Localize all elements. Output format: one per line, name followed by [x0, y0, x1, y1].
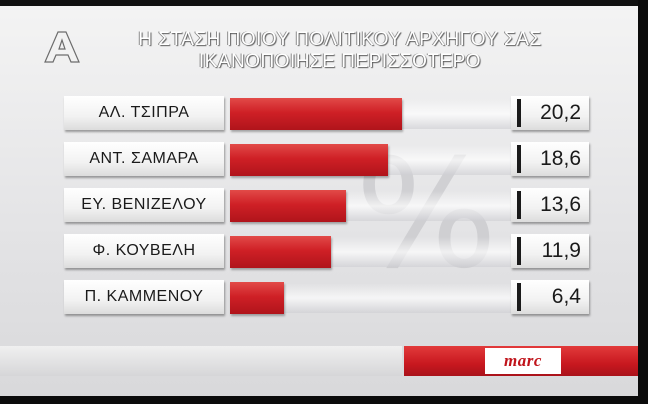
- bar-row: ΕΥ. ΒΕΝΙΖΕΛΟΥ 13,6: [64, 188, 596, 228]
- category-label: ΑΛ. ΤΣΙΠΡΑ: [64, 96, 224, 130]
- value-label: 20,2: [511, 96, 589, 130]
- marc-brand-logo: marc: [485, 348, 561, 374]
- bar-row: Φ. ΚΟΥΒΕΛΗ 11,9: [64, 234, 596, 274]
- bar-row: ΑΝΤ. ΣΑΜΑΡΑ 18,6: [64, 142, 596, 182]
- bar: [230, 236, 331, 268]
- category-label: Φ. ΚΟΥΒΕΛΗ: [64, 234, 224, 268]
- bar: [230, 144, 388, 176]
- bar-row: ΑΛ. ΤΣΙΠΡΑ 20,2: [64, 96, 596, 136]
- bar: [230, 282, 284, 314]
- footer-strip: [0, 346, 402, 376]
- value-label: 11,9: [511, 234, 589, 268]
- value-label: 6,4: [511, 280, 589, 314]
- bar: [230, 98, 402, 130]
- category-label: Π. ΚΑΜΜΕΝΟΥ: [64, 280, 224, 314]
- category-label: ΑΝΤ. ΣΑΜΑΡΑ: [64, 142, 224, 176]
- bar-row: Π. ΚΑΜΜΕΝΟΥ 6,4: [64, 280, 596, 320]
- chart-title-line-1: Η ΣΤΑΣΗ ΠΟΙΟΥ ΠΟΛΙΤΙΚΟΥ ΑΡΧΗΓΟΥ ΣΑΣ: [138, 29, 542, 50]
- chart-title-line-2: ΙΚΑΝΟΠΟΙΗΣΕ ΠΕΡΙΣΣΟΤΕΡΟ: [198, 51, 482, 72]
- bar: [230, 190, 346, 222]
- value-label: 18,6: [511, 142, 589, 176]
- frame-right-edge: [638, 0, 648, 404]
- chart-title: Η ΣΤΑΣΗ ΠΟΙΟΥ ΠΟΛΙΤΙΚΟΥ ΑΡΧΗΓΟΥ ΣΑΣ ΙΚΑΝ…: [60, 29, 620, 73]
- frame-top-edge: [0, 0, 648, 6]
- frame-bottom-edge: [0, 396, 648, 404]
- value-label: 13,6: [511, 188, 589, 222]
- alpha-tv-logo-icon: [44, 31, 80, 63]
- category-label: ΕΥ. ΒΕΝΙΖΕΛΟΥ: [64, 188, 224, 222]
